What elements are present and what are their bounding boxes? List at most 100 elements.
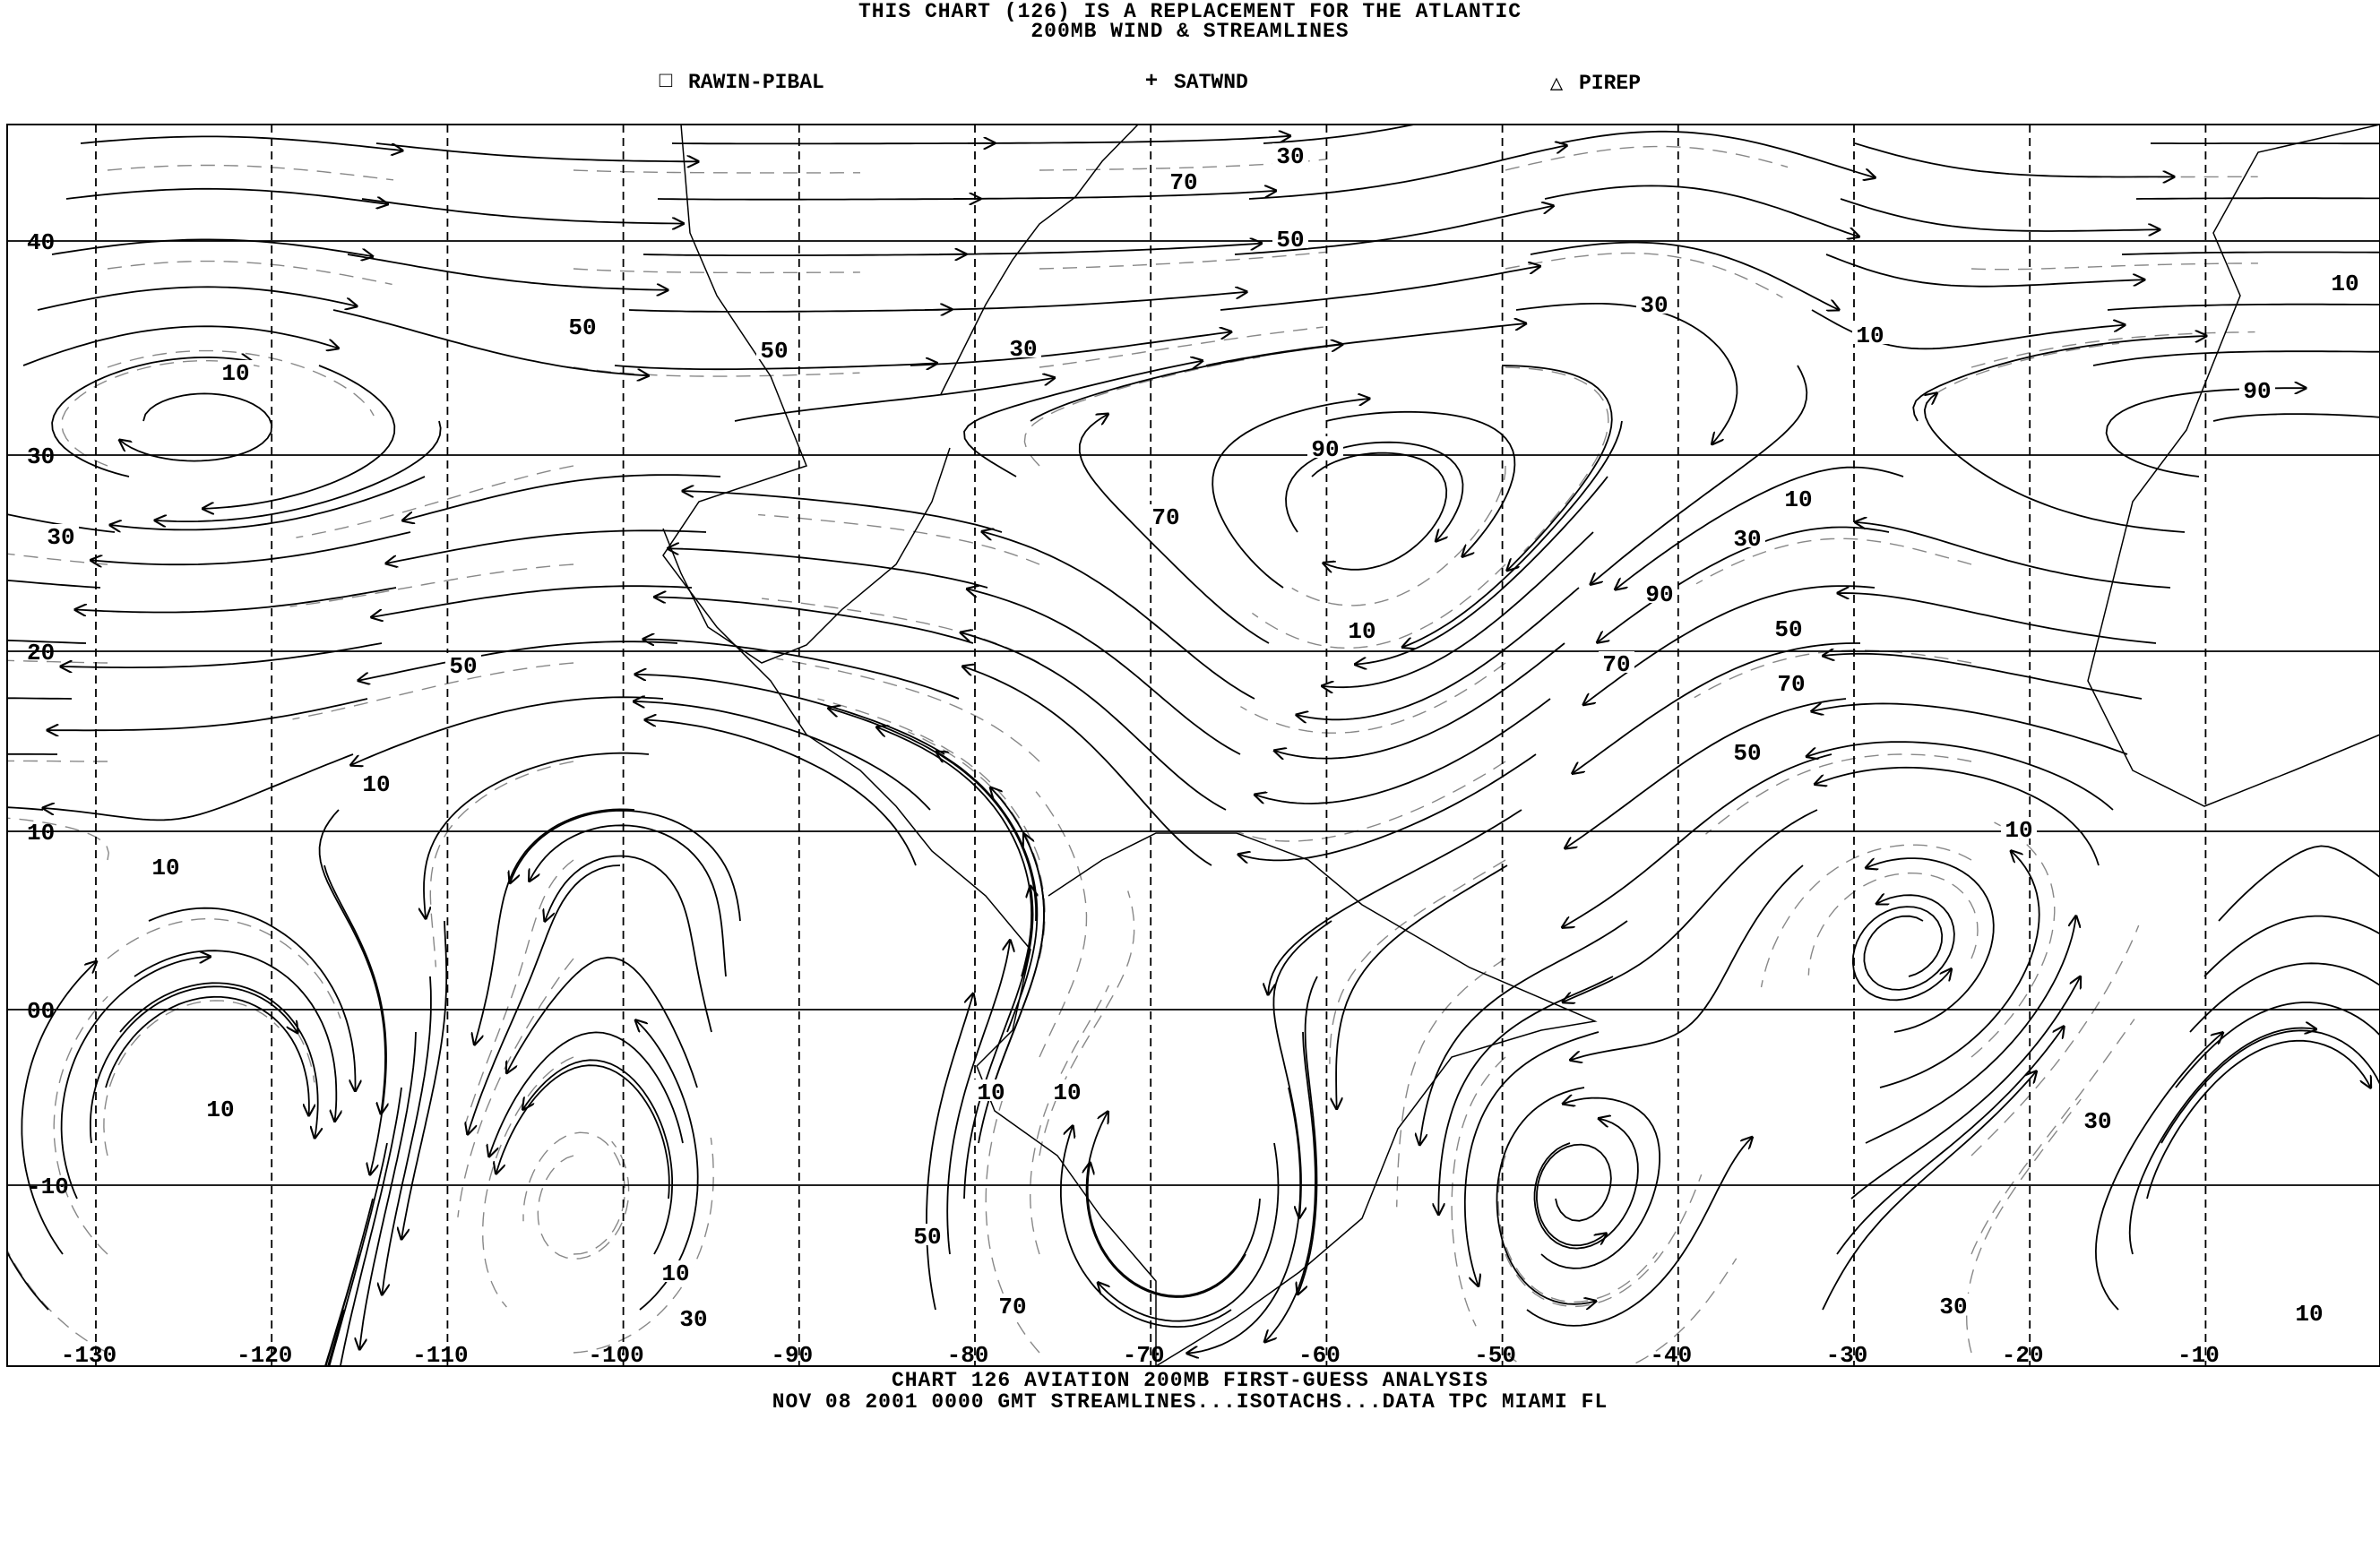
longitude-label: -70: [1123, 1342, 1165, 1369]
isotach-label: 10: [977, 1079, 1005, 1106]
isotach-line: [1760, 844, 1972, 988]
streamline: [1255, 698, 1551, 804]
streamline: [7, 1250, 49, 1311]
streamline: [1264, 1031, 1316, 1342]
streamline: [358, 641, 678, 681]
streamline: [1285, 441, 1464, 541]
streamline: [2107, 303, 2380, 311]
chart-subtitle: 200MB WIND & STREAMLINES: [1030, 20, 1350, 43]
streamline: [614, 363, 937, 371]
streamline: [1563, 753, 1832, 927]
streamline: [61, 642, 383, 667]
isotach-line: [1807, 872, 1979, 976]
streamline: [110, 476, 426, 529]
streamline: [1571, 864, 1804, 1060]
isotach-line: [107, 260, 392, 286]
streamline: [203, 365, 396, 509]
streamline: [2146, 1039, 2371, 1200]
isotach-line: [1505, 366, 1609, 552]
isotach-label: 90: [2243, 378, 2271, 405]
streamline: [946, 941, 1010, 1255]
isotach-line: [1240, 662, 1506, 734]
isotach-label: 10: [2295, 1301, 2323, 1328]
streamline: [323, 1253, 359, 1366]
latitude-label: 20: [27, 640, 55, 666]
isotach-label: 50: [760, 338, 788, 365]
footer-details: NOV 08 2001 0000 GMT STREAMLINES...ISOTA…: [772, 1390, 1608, 1414]
isotach-line: [1970, 262, 2258, 271]
isotach-line: [1251, 563, 1506, 649]
isotach-line: [1497, 1155, 1658, 1303]
isotach-line: [1694, 649, 1972, 699]
isotach-line: [573, 268, 860, 274]
streamline: [1616, 466, 1904, 589]
isotach-line: [292, 662, 574, 720]
streamline: [1298, 976, 1318, 1294]
isotach-line: [1396, 958, 1506, 1208]
streamline: [468, 864, 621, 1134]
isotach-label: 10: [362, 771, 390, 798]
streamline: [1840, 198, 2160, 231]
isotach-line: [457, 958, 574, 1217]
isotach-line: [296, 465, 574, 538]
streamline: [1438, 976, 1614, 1215]
streamline: [424, 752, 650, 919]
longitude-label: -80: [947, 1342, 989, 1369]
streamline: [1268, 809, 1522, 994]
streamline: [7, 639, 87, 644]
isotach-line: [103, 1000, 280, 1157]
isotach-line: [1023, 356, 1261, 467]
streamline: [351, 696, 664, 765]
streamline: [668, 548, 988, 589]
isotach-label: 10: [1348, 618, 1375, 645]
isotach-line: [762, 598, 1040, 664]
streamline: [1591, 365, 1808, 584]
streamline: [968, 136, 1290, 144]
streamline: [655, 597, 974, 644]
streamline: [1402, 420, 1623, 647]
isotach-line: [1505, 252, 1783, 298]
isotach-line: [537, 1140, 630, 1260]
isotach-line: [465, 859, 574, 1123]
isotach-line: [1970, 924, 2140, 1157]
isotach-label: 70: [1602, 651, 1630, 678]
longitude-label: -30: [1826, 1342, 1868, 1369]
legend-label: SATWND: [1174, 70, 1248, 94]
streamline: [339, 1087, 402, 1366]
streamline: [1274, 642, 1565, 759]
streamline: [671, 143, 995, 144]
streamline: [1565, 698, 1847, 848]
streamline: [51, 357, 252, 477]
streamline: [1863, 895, 1955, 991]
legend-rawin-pibal: □ RAWIN-PIBAL: [656, 70, 824, 94]
streamline: [1526, 1137, 1752, 1327]
isotach-label: 10: [206, 1096, 234, 1123]
isotach-line: [1970, 821, 2056, 1058]
streamline: [1563, 809, 1818, 1002]
isotach-label: 50: [1774, 616, 1802, 643]
isotach-label: 30: [1640, 292, 1668, 319]
longitude-label: -90: [771, 1342, 813, 1369]
triangle-icon: △: [1549, 73, 1564, 97]
streamline: [510, 809, 741, 922]
streamline: [2203, 915, 2380, 977]
streamline: [1812, 702, 2128, 755]
isotach-label: 10: [661, 1260, 689, 1287]
streamline: [963, 361, 1203, 477]
streamline: [1272, 920, 1332, 1217]
isotach-line: [817, 698, 1040, 861]
isotach-line: [107, 164, 394, 181]
streamline: [910, 331, 1231, 366]
isotach-line: [1039, 326, 1324, 368]
isotach-label: 70: [1777, 671, 1805, 698]
streamline: [1060, 1126, 1232, 1329]
isotach-line: [1695, 538, 1972, 585]
streamline: [155, 420, 442, 521]
streamline: [43, 753, 354, 821]
streamline: [1598, 526, 1890, 643]
isotach-label: 10: [1784, 486, 1812, 513]
streamline: [489, 1031, 684, 1156]
streamline: [1419, 920, 1628, 1145]
isotach-line: [1505, 1258, 1738, 1366]
streamline: [105, 995, 309, 1115]
